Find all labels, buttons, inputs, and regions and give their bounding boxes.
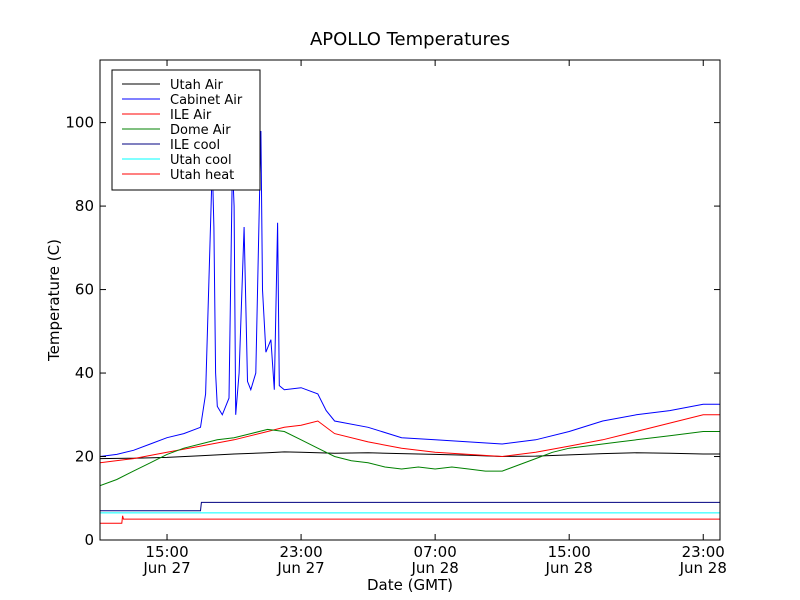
legend-entry: Utah heat [170, 168, 234, 183]
x-tick-date-label: Jun 28 [545, 559, 593, 577]
x-tick-label: 07:00 [414, 543, 457, 561]
y-tick-label: 20 [75, 448, 94, 466]
legend-box [111, 69, 261, 191]
series-group [100, 130, 720, 524]
legend-entry: Utah Air [170, 78, 223, 93]
y-tick-label: 0 [84, 531, 94, 549]
x-tick-date-label: Jun 28 [410, 559, 458, 577]
legend-entry: ILE cool [170, 138, 220, 153]
y-tick-label: 80 [75, 197, 94, 215]
y-tick-label: 100 [65, 114, 94, 132]
x-tick-date-label: Jun 28 [679, 559, 727, 577]
y-tick-label: 60 [75, 281, 94, 299]
x-tick-date-label: Jun 27 [142, 559, 190, 577]
series-line-utah-air [100, 451, 720, 460]
series-line-ile-cool [100, 501, 720, 512]
y-axis-label: Temperature (C) [45, 239, 63, 362]
x-tick-label: 15:00 [548, 543, 591, 561]
legend-entry: Utah cool [170, 153, 232, 168]
x-tick-label: 23:00 [279, 543, 322, 561]
legend-entry: ILE Air [170, 108, 212, 123]
x-tick-label: 15:00 [145, 543, 188, 561]
y-tick-label: 40 [75, 364, 94, 382]
x-tick-date-label: Jun 27 [276, 559, 324, 577]
series-line-dome-air [100, 428, 720, 487]
plot-frame [99, 59, 721, 541]
y-axis: 0 20 40 60 80 100 [65, 114, 720, 549]
x-axis-label: Date (GMT) [367, 576, 453, 594]
legend-entry: Dome Air [170, 123, 231, 138]
x-tick-label: 23:00 [682, 543, 725, 561]
legend-entry: Cabinet Air [170, 93, 243, 108]
series-line-ile-air [100, 414, 720, 464]
series-line-utah-heat [100, 515, 720, 524]
series-line-cabinet-air [100, 130, 720, 457]
chart-title: APOLLO Temperatures [310, 29, 510, 50]
